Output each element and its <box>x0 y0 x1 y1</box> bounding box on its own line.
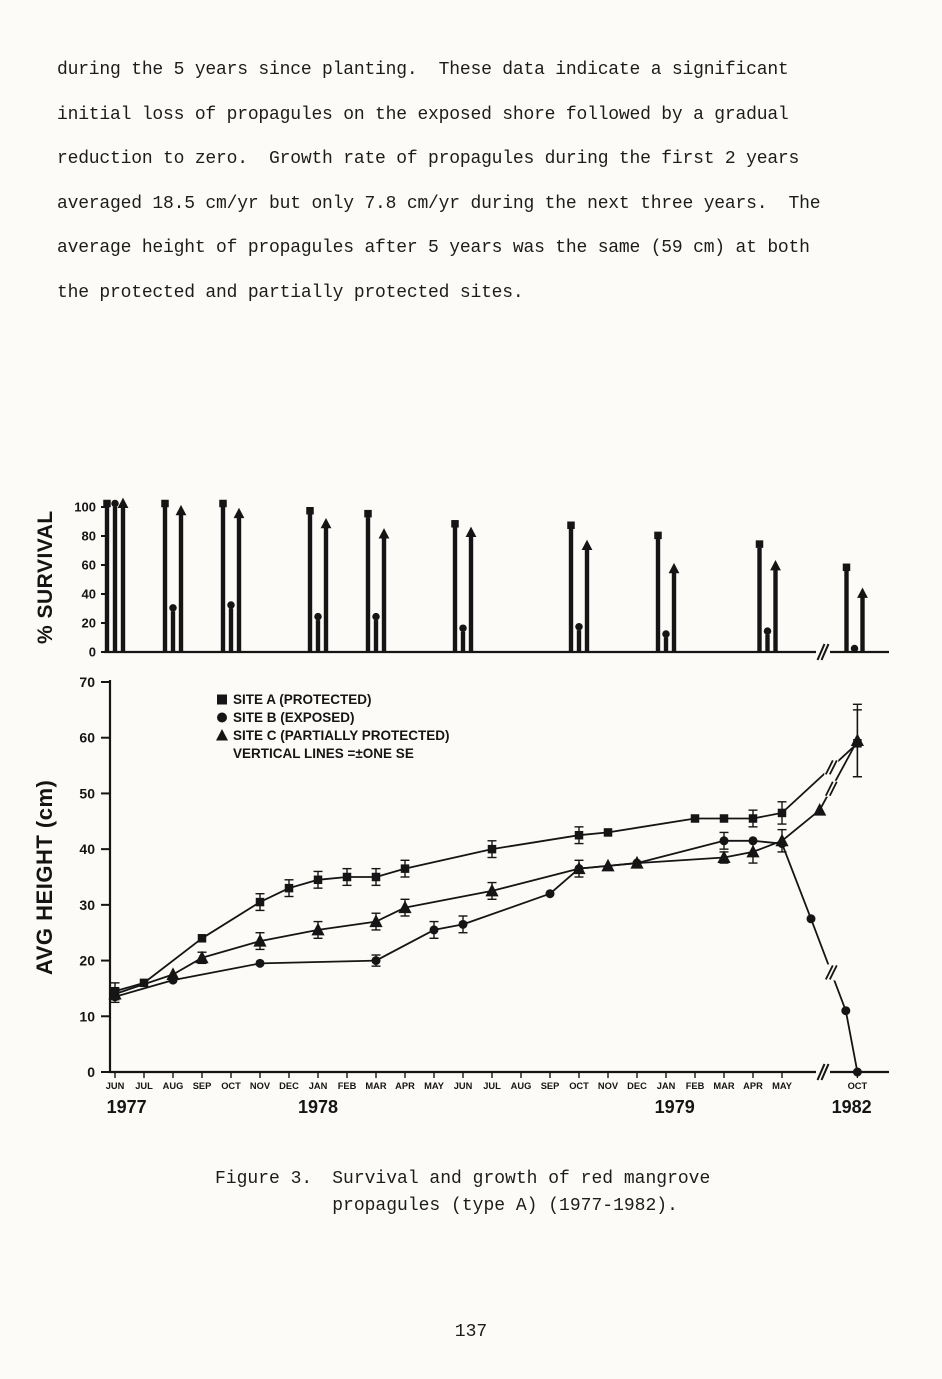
svg-text:SITE A (PROTECTED): SITE A (PROTECTED) <box>233 692 372 707</box>
svg-text:FEB: FEB <box>338 1081 357 1091</box>
svg-text:1977: 1977 <box>107 1097 147 1117</box>
survival-chart: 0 20 40 60 80 100 <box>74 497 889 661</box>
svg-text:50: 50 <box>79 785 95 801</box>
caption-label: Figure 3. <box>215 1169 313 1189</box>
svg-text:40: 40 <box>79 841 95 857</box>
svg-text:60: 60 <box>79 730 95 746</box>
svg-text:30: 30 <box>79 897 95 913</box>
svg-text:40: 40 <box>82 587 96 602</box>
svg-text:JUL: JUL <box>483 1081 501 1091</box>
svg-text:SEP: SEP <box>193 1081 212 1091</box>
svg-text:JUL: JUL <box>135 1081 153 1091</box>
svg-text:1982: 1982 <box>832 1097 872 1117</box>
caption-text: Survival and growth of red mangrove prop… <box>332 1166 710 1220</box>
body-text: during the 5 years since planting. These… <box>57 60 821 303</box>
svg-text:AUG: AUG <box>163 1081 184 1091</box>
svg-text:APR: APR <box>743 1081 763 1091</box>
height-chart: 0 10 20 30 40 50 60 70 JUN JUL AUG SEP OCT NOV DEC JAN F… <box>79 674 889 1117</box>
svg-text:10: 10 <box>79 1008 95 1024</box>
svg-text:NOV: NOV <box>250 1081 271 1091</box>
svg-text:JUN: JUN <box>106 1081 125 1091</box>
svg-text:SEP: SEP <box>541 1081 560 1091</box>
svg-text:60: 60 <box>82 558 96 573</box>
svg-text:FEB: FEB <box>686 1081 705 1091</box>
svg-text:AUG: AUG <box>511 1081 532 1091</box>
svg-text:0: 0 <box>87 1064 95 1080</box>
svg-text:JAN: JAN <box>657 1081 676 1091</box>
svg-text:JUN: JUN <box>454 1081 473 1091</box>
svg-text:1979: 1979 <box>655 1097 695 1117</box>
page-number: 137 <box>454 1322 488 1342</box>
svg-text:20: 20 <box>82 616 96 631</box>
svg-text:80: 80 <box>82 529 96 544</box>
svg-text:APR: APR <box>395 1081 415 1091</box>
svg-text:MAY: MAY <box>424 1081 445 1091</box>
svg-text:NOV: NOV <box>598 1081 619 1091</box>
svg-text:DEC: DEC <box>279 1081 299 1091</box>
svg-text:JAN: JAN <box>309 1081 328 1091</box>
svg-text:OCT: OCT <box>848 1081 868 1091</box>
svg-text:OCT: OCT <box>221 1081 241 1091</box>
svg-text:MAY: MAY <box>772 1081 793 1091</box>
svg-text:20: 20 <box>79 953 95 969</box>
svg-text:VERTICAL LINES =±ONE SE: VERTICAL LINES =±ONE SE <box>233 746 414 761</box>
svg-text:1978: 1978 <box>298 1097 338 1117</box>
svg-text:70: 70 <box>79 674 95 690</box>
svg-text:SITE C (PARTIALLY PROTECTED): SITE C (PARTIALLY PROTECTED) <box>233 728 450 743</box>
svg-text:0: 0 <box>89 645 96 660</box>
svg-text:DEC: DEC <box>627 1081 647 1091</box>
figure-caption: Figure 3. Survival and growth of red man… <box>215 1166 710 1220</box>
caption-line-1: Survival and growth of red mangrove <box>332 1169 711 1189</box>
svg-text:SITE B (EXPOSED): SITE B (EXPOSED) <box>233 710 355 725</box>
svg-text:MAR: MAR <box>713 1081 734 1091</box>
svg-text:MAR: MAR <box>365 1081 386 1091</box>
svg-text:100: 100 <box>74 500 96 515</box>
caption-line-2: propagules (type A) (1977-1982). <box>332 1196 678 1216</box>
svg-text:OCT: OCT <box>569 1081 589 1091</box>
